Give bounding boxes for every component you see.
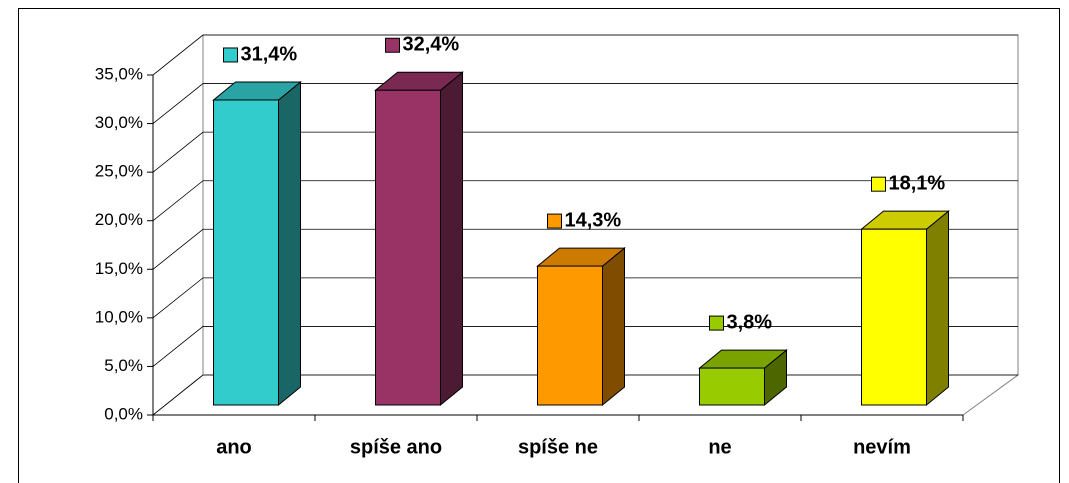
- grid-line: [152, 83, 1018, 124]
- y-tick-label: 5,0%: [104, 356, 143, 375]
- legend-key: [871, 176, 886, 192]
- grid-line: [152, 228, 1018, 270]
- legend-key: [709, 315, 724, 331]
- y-tick-label: 15,0%: [95, 259, 143, 278]
- grid-line: [152, 277, 1018, 319]
- bar-side: [278, 80, 301, 407]
- value-label: 31,4%: [241, 43, 298, 65]
- grid-line: [152, 34, 1018, 76]
- grid-line: [152, 131, 1018, 173]
- x-tick-label: ne: [708, 436, 731, 458]
- x-tick-label: spíše ano: [350, 436, 442, 458]
- y-tick-label: 25,0%: [95, 162, 143, 181]
- side-wall: [152, 33, 204, 417]
- bar-side: [602, 247, 625, 407]
- x-tick-label: ano: [216, 436, 252, 458]
- y-tick-label: 10,0%: [95, 307, 143, 326]
- x-tick-label: nevím: [853, 436, 911, 458]
- grid-line: [152, 180, 1018, 222]
- x-tick-label: spíše ne: [518, 436, 598, 458]
- grid-line: [152, 326, 1018, 367]
- y-tick-label: 20,0%: [95, 210, 143, 229]
- bar: [213, 99, 279, 406]
- bar: [375, 89, 441, 406]
- value-label: 14,3%: [565, 209, 622, 231]
- bar-side: [926, 210, 949, 407]
- legend-key: [547, 213, 562, 229]
- bar: [861, 228, 927, 406]
- value-label: 3,8%: [727, 311, 773, 333]
- value-label: 18,1%: [889, 172, 946, 194]
- value-label: 32,4%: [403, 34, 460, 56]
- bar: [537, 265, 603, 406]
- y-tick-label: 35,0%: [95, 64, 143, 83]
- legend-key: [385, 37, 400, 53]
- legend-key: [223, 47, 238, 63]
- bar-side: [440, 71, 463, 407]
- bar: [699, 367, 765, 406]
- y-tick-label: 30,0%: [95, 113, 143, 132]
- y-tick-label: 0,0%: [104, 404, 143, 423]
